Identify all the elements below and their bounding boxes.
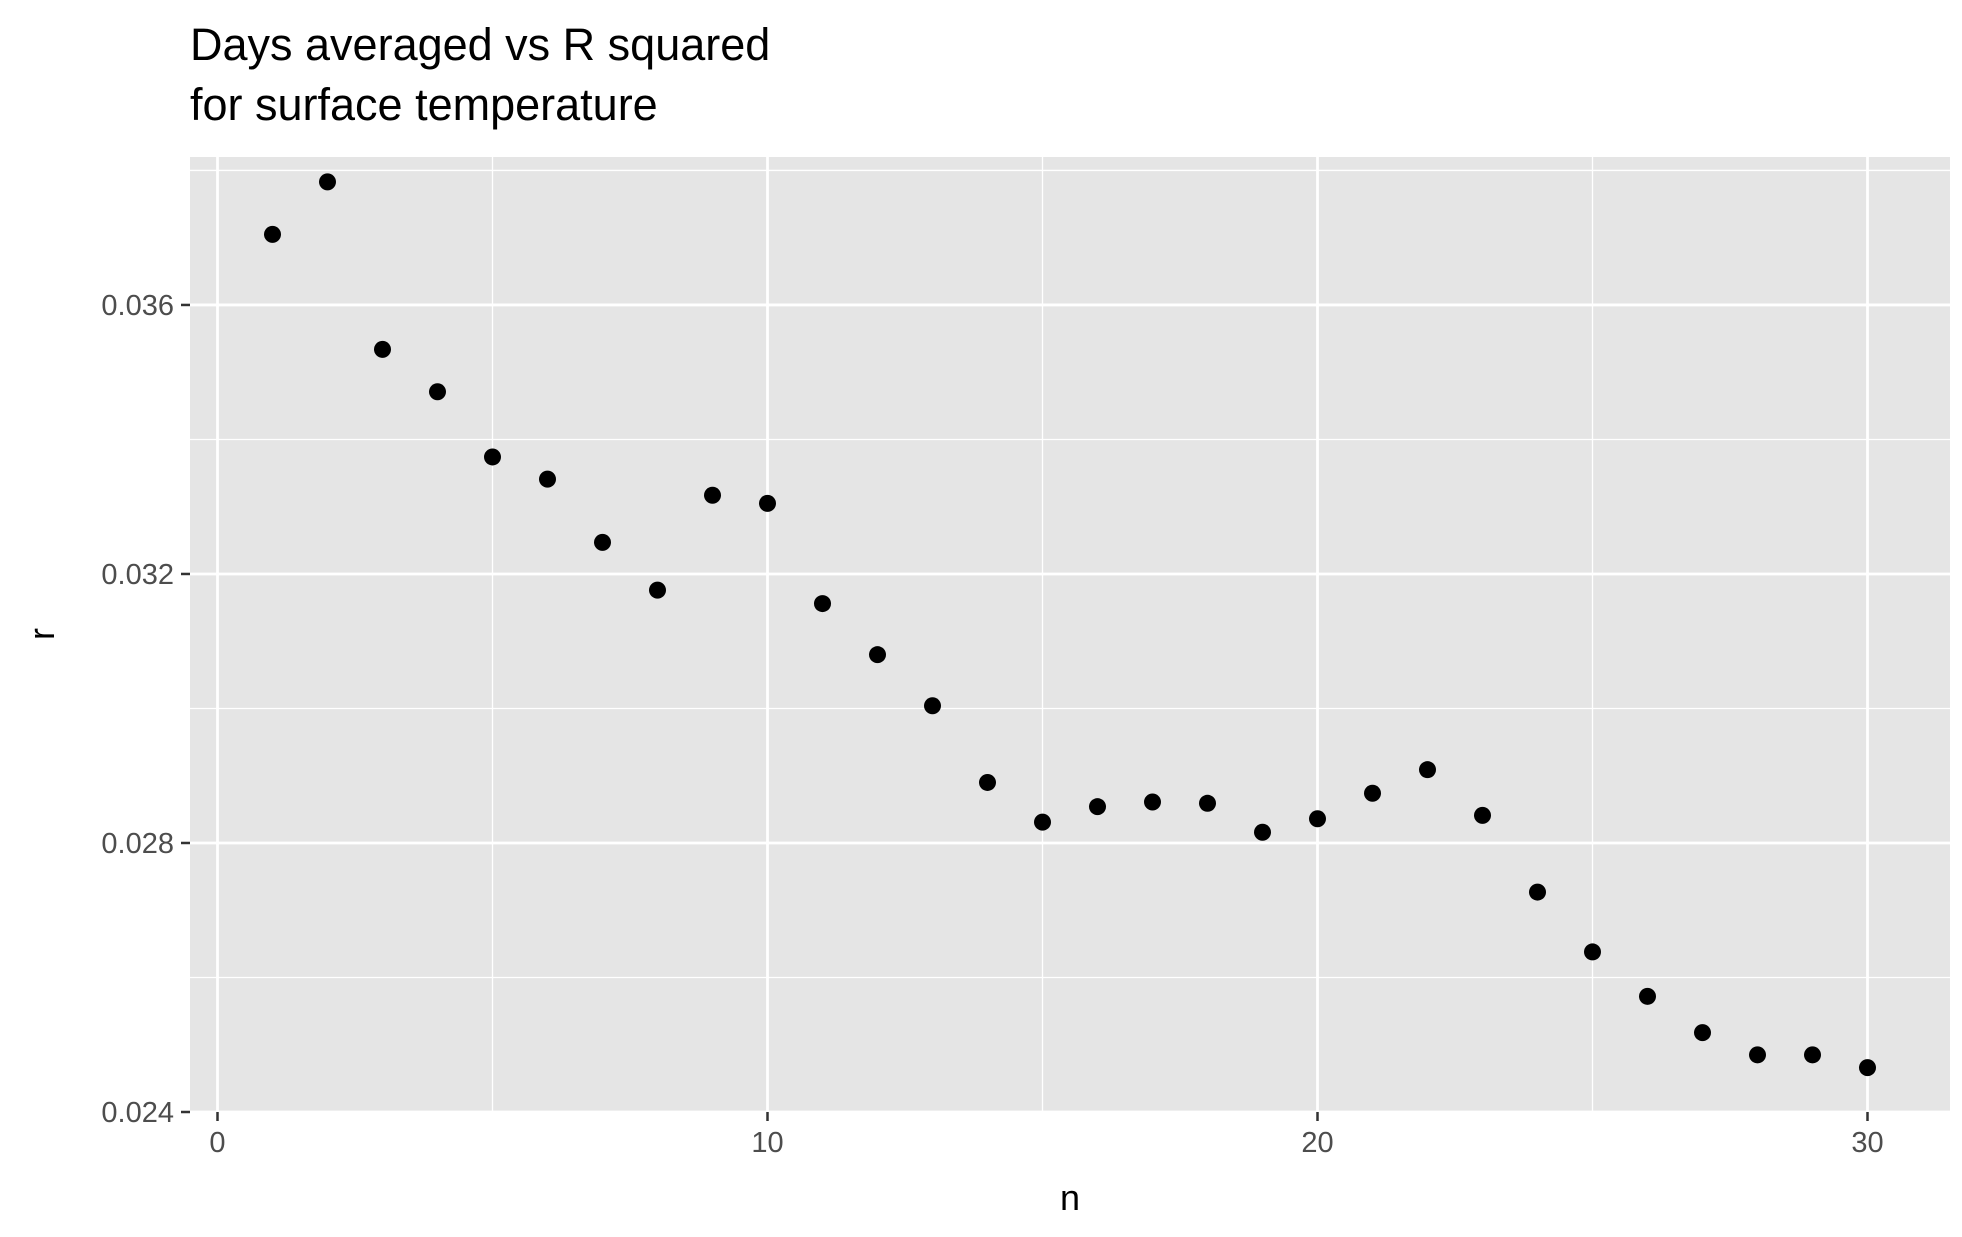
minor-gridlines (190, 157, 1950, 1112)
data-point (429, 383, 446, 401)
data-point (979, 773, 996, 791)
data-point (1474, 806, 1491, 824)
data-point (1199, 794, 1216, 812)
data-point (594, 533, 611, 551)
y-tick-label: 0.024 (101, 1097, 174, 1129)
y-axis: 0.024 0.028 0.032 0.036 (101, 290, 190, 1129)
x-tick-label: 0 (209, 1127, 225, 1159)
y-tick-label: 0.032 (101, 559, 174, 591)
data-point (759, 494, 776, 512)
data-point (869, 646, 886, 664)
data-point (1859, 1059, 1876, 1077)
data-point (319, 173, 336, 191)
data-point (1144, 793, 1161, 811)
x-tick-label: 10 (751, 1127, 783, 1159)
x-tick-label: 30 (1851, 1127, 1883, 1159)
data-point (1639, 987, 1656, 1005)
plot-panel (190, 157, 1950, 1112)
data-point (649, 581, 666, 599)
chart-title-line-1: Days averaged vs R squared (190, 19, 770, 70)
data-point (1694, 1024, 1711, 1042)
data-point (1584, 943, 1601, 961)
data-point (814, 595, 831, 613)
data-point (484, 448, 501, 466)
data-point (1529, 883, 1546, 901)
data-point (1804, 1046, 1821, 1064)
data-point (704, 486, 721, 504)
data-point (1749, 1046, 1766, 1064)
data-points (264, 173, 1876, 1077)
major-gridlines (190, 157, 1950, 1114)
data-point (1034, 813, 1051, 831)
data-point (1309, 810, 1326, 828)
y-tick-label: 0.028 (101, 828, 174, 860)
y-tick-label: 0.036 (101, 290, 174, 322)
data-point (1364, 784, 1381, 802)
data-point (924, 697, 941, 715)
data-point (264, 225, 281, 243)
data-point (539, 470, 556, 488)
chart-title-line-2: for surface temperature (190, 79, 658, 130)
data-point (1089, 798, 1106, 816)
data-point (1254, 823, 1271, 841)
data-point (1419, 761, 1436, 779)
x-tick-label: 20 (1301, 1127, 1333, 1159)
y-axis-title: r (21, 628, 62, 640)
data-point (374, 340, 391, 358)
x-axis-title: n (1060, 1177, 1080, 1218)
x-axis: 0 10 20 30 (209, 1112, 1884, 1159)
